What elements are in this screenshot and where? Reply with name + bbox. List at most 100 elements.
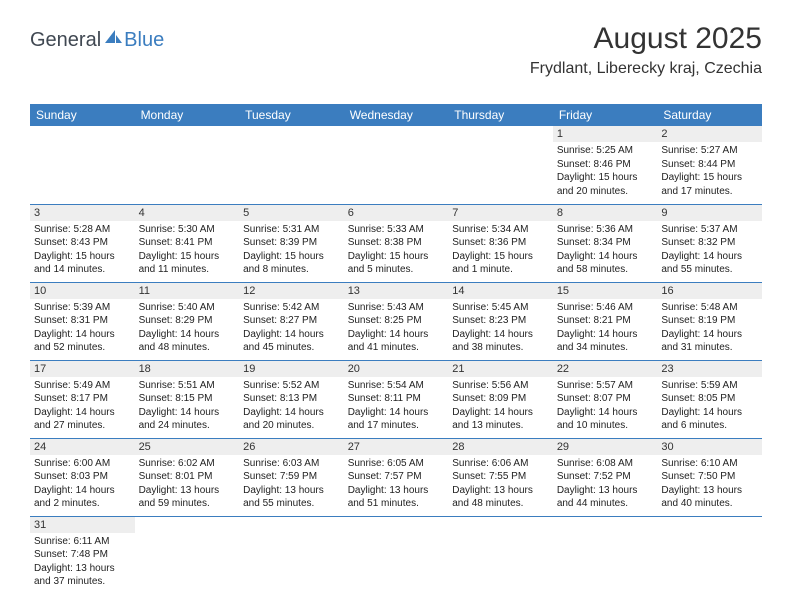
sunset-text: Sunset: 8:38 PM (348, 236, 445, 250)
calendar-cell: 21Sunrise: 5:56 AMSunset: 8:09 PMDayligh… (448, 360, 553, 438)
day-details: Sunrise: 5:42 AMSunset: 8:27 PMDaylight:… (239, 299, 344, 359)
daylight-text: Daylight: 15 hours and 20 minutes. (557, 171, 654, 198)
daylight-text: Daylight: 13 hours and 59 minutes. (139, 484, 236, 511)
sunset-text: Sunset: 8:32 PM (661, 236, 758, 250)
daylight-text: Daylight: 14 hours and 55 minutes. (661, 250, 758, 277)
daylight-text: Daylight: 14 hours and 2 minutes. (34, 484, 131, 511)
calendar-cell: 19Sunrise: 5:52 AMSunset: 8:13 PMDayligh… (239, 360, 344, 438)
day-details: Sunrise: 5:34 AMSunset: 8:36 PMDaylight:… (448, 221, 553, 281)
daylight-text: Daylight: 14 hours and 48 minutes. (139, 328, 236, 355)
day-number: 9 (657, 205, 762, 221)
day-number: 30 (657, 439, 762, 455)
daylight-text: Daylight: 14 hours and 52 minutes. (34, 328, 131, 355)
day-details: Sunrise: 5:48 AMSunset: 8:19 PMDaylight:… (657, 299, 762, 359)
sunrise-text: Sunrise: 5:28 AM (34, 223, 131, 237)
calendar-table: Sunday Monday Tuesday Wednesday Thursday… (30, 104, 762, 594)
daylight-text: Daylight: 15 hours and 11 minutes. (139, 250, 236, 277)
sunset-text: Sunset: 7:52 PM (557, 470, 654, 484)
sunrise-text: Sunrise: 5:56 AM (452, 379, 549, 393)
calendar-cell: 26Sunrise: 6:03 AMSunset: 7:59 PMDayligh… (239, 438, 344, 516)
calendar-cell: 24Sunrise: 6:00 AMSunset: 8:03 PMDayligh… (30, 438, 135, 516)
daylight-text: Daylight: 14 hours and 17 minutes. (348, 406, 445, 433)
calendar-row: 3Sunrise: 5:28 AMSunset: 8:43 PMDaylight… (30, 204, 762, 282)
daylight-text: Daylight: 14 hours and 27 minutes. (34, 406, 131, 433)
sunrise-text: Sunrise: 5:49 AM (34, 379, 131, 393)
daylight-text: Daylight: 13 hours and 44 minutes. (557, 484, 654, 511)
calendar-cell: 8Sunrise: 5:36 AMSunset: 8:34 PMDaylight… (553, 204, 658, 282)
calendar-cell: 14Sunrise: 5:45 AMSunset: 8:23 PMDayligh… (448, 282, 553, 360)
calendar-cell: 1Sunrise: 5:25 AMSunset: 8:46 PMDaylight… (553, 126, 658, 204)
sunset-text: Sunset: 8:13 PM (243, 392, 340, 406)
sunset-text: Sunset: 8:29 PM (139, 314, 236, 328)
calendar-cell (135, 516, 240, 594)
sunset-text: Sunset: 8:46 PM (557, 158, 654, 172)
sunrise-text: Sunrise: 5:40 AM (139, 301, 236, 315)
sunset-text: Sunset: 8:21 PM (557, 314, 654, 328)
day-number: 2 (657, 126, 762, 142)
calendar-cell: 20Sunrise: 5:54 AMSunset: 8:11 PMDayligh… (344, 360, 449, 438)
calendar-cell: 17Sunrise: 5:49 AMSunset: 8:17 PMDayligh… (30, 360, 135, 438)
calendar-cell (448, 516, 553, 594)
sunrise-text: Sunrise: 5:51 AM (139, 379, 236, 393)
day-details: Sunrise: 5:51 AMSunset: 8:15 PMDaylight:… (135, 377, 240, 437)
calendar-row: 17Sunrise: 5:49 AMSunset: 8:17 PMDayligh… (30, 360, 762, 438)
day-details: Sunrise: 5:59 AMSunset: 8:05 PMDaylight:… (657, 377, 762, 437)
calendar-cell (239, 516, 344, 594)
day-details: Sunrise: 5:52 AMSunset: 8:13 PMDaylight:… (239, 377, 344, 437)
sunrise-text: Sunrise: 6:02 AM (139, 457, 236, 471)
day-header: Monday (135, 104, 240, 126)
sunrise-text: Sunrise: 6:08 AM (557, 457, 654, 471)
day-number: 7 (448, 205, 553, 221)
sunset-text: Sunset: 8:05 PM (661, 392, 758, 406)
day-number: 23 (657, 361, 762, 377)
day-header: Saturday (657, 104, 762, 126)
sunset-text: Sunset: 7:59 PM (243, 470, 340, 484)
sunset-text: Sunset: 8:17 PM (34, 392, 131, 406)
day-header: Wednesday (344, 104, 449, 126)
day-details: Sunrise: 5:33 AMSunset: 8:38 PMDaylight:… (344, 221, 449, 281)
calendar-cell: 11Sunrise: 5:40 AMSunset: 8:29 PMDayligh… (135, 282, 240, 360)
sunrise-text: Sunrise: 6:06 AM (452, 457, 549, 471)
daylight-text: Daylight: 13 hours and 55 minutes. (243, 484, 340, 511)
daylight-text: Daylight: 14 hours and 58 minutes. (557, 250, 654, 277)
calendar-cell: 13Sunrise: 5:43 AMSunset: 8:25 PMDayligh… (344, 282, 449, 360)
calendar-row: 1Sunrise: 5:25 AMSunset: 8:46 PMDaylight… (30, 126, 762, 204)
daylight-text: Daylight: 15 hours and 14 minutes. (34, 250, 131, 277)
sunrise-text: Sunrise: 5:37 AM (661, 223, 758, 237)
daylight-text: Daylight: 14 hours and 31 minutes. (661, 328, 758, 355)
daylight-text: Daylight: 13 hours and 48 minutes. (452, 484, 549, 511)
day-details: Sunrise: 6:03 AMSunset: 7:59 PMDaylight:… (239, 455, 344, 515)
day-number: 1 (553, 126, 658, 142)
calendar-cell (657, 516, 762, 594)
daylight-text: Daylight: 14 hours and 34 minutes. (557, 328, 654, 355)
sunset-text: Sunset: 8:09 PM (452, 392, 549, 406)
calendar-cell (344, 126, 449, 204)
calendar-cell: 10Sunrise: 5:39 AMSunset: 8:31 PMDayligh… (30, 282, 135, 360)
daylight-text: Daylight: 15 hours and 1 minute. (452, 250, 549, 277)
sunrise-text: Sunrise: 6:11 AM (34, 535, 131, 549)
sunrise-text: Sunrise: 5:57 AM (557, 379, 654, 393)
sunrise-text: Sunrise: 5:27 AM (661, 144, 758, 158)
day-details: Sunrise: 6:08 AMSunset: 7:52 PMDaylight:… (553, 455, 658, 515)
calendar-header-row: Sunday Monday Tuesday Wednesday Thursday… (30, 104, 762, 126)
day-number: 12 (239, 283, 344, 299)
day-details: Sunrise: 5:54 AMSunset: 8:11 PMDaylight:… (344, 377, 449, 437)
day-details: Sunrise: 5:45 AMSunset: 8:23 PMDaylight:… (448, 299, 553, 359)
page-title: August 2025 (530, 22, 762, 56)
day-details: Sunrise: 5:30 AMSunset: 8:41 PMDaylight:… (135, 221, 240, 281)
calendar-cell: 18Sunrise: 5:51 AMSunset: 8:15 PMDayligh… (135, 360, 240, 438)
sunset-text: Sunset: 7:55 PM (452, 470, 549, 484)
sunrise-text: Sunrise: 5:46 AM (557, 301, 654, 315)
sunrise-text: Sunrise: 5:43 AM (348, 301, 445, 315)
logo: General Blue (30, 28, 164, 52)
sunset-text: Sunset: 8:36 PM (452, 236, 549, 250)
calendar-cell: 30Sunrise: 6:10 AMSunset: 7:50 PMDayligh… (657, 438, 762, 516)
sunrise-text: Sunrise: 6:00 AM (34, 457, 131, 471)
day-details: Sunrise: 5:36 AMSunset: 8:34 PMDaylight:… (553, 221, 658, 281)
day-details: Sunrise: 5:46 AMSunset: 8:21 PMDaylight:… (553, 299, 658, 359)
calendar-cell (135, 126, 240, 204)
sunset-text: Sunset: 8:39 PM (243, 236, 340, 250)
sunset-text: Sunset: 8:44 PM (661, 158, 758, 172)
day-details: Sunrise: 5:40 AMSunset: 8:29 PMDaylight:… (135, 299, 240, 359)
sunrise-text: Sunrise: 5:42 AM (243, 301, 340, 315)
